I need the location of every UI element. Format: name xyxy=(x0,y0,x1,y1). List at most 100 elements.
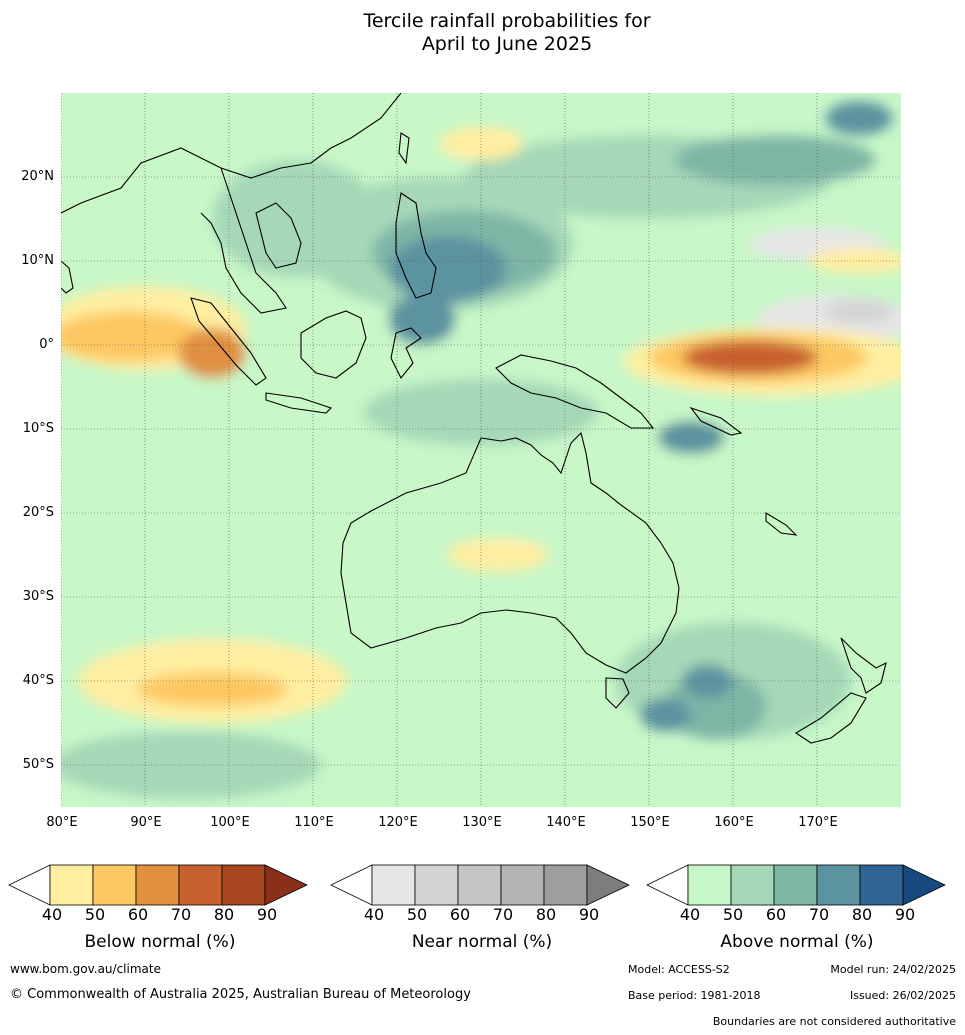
tick-below-40: 40 xyxy=(41,905,63,924)
tick-above-60: 60 xyxy=(765,905,787,924)
colorbar-segment-0 xyxy=(687,864,732,906)
lon-label-160e: 160°E xyxy=(714,815,754,830)
colorbar-segment-4 xyxy=(221,864,266,906)
region-below-31 xyxy=(439,126,523,161)
lat-label-30s: 30°S xyxy=(22,589,54,604)
website-link[interactable]: www.bom.gov.au/climate xyxy=(10,962,161,976)
boundaries-disclaimer: Boundaries are not considered authoritat… xyxy=(712,1015,956,1028)
coast-tasmania xyxy=(605,677,630,709)
coast-new-caledonia xyxy=(765,512,798,536)
colorbar-extend-high xyxy=(264,864,308,906)
coastlines xyxy=(61,93,887,744)
coast-taiwan xyxy=(398,132,410,165)
coast-philippines xyxy=(395,192,437,299)
coast-solomons xyxy=(689,406,743,436)
colorbar-segment-1 xyxy=(730,864,775,906)
tick-near-40: 40 xyxy=(363,905,385,924)
tick-above-50: 50 xyxy=(722,905,744,924)
model-run-date: Model run: 24/02/2025 xyxy=(830,963,956,976)
tick-below-70: 70 xyxy=(170,905,192,924)
coast-borneo xyxy=(300,310,367,379)
colorbar-segment-1 xyxy=(414,864,459,906)
tick-above-80: 80 xyxy=(851,905,873,924)
colorbar-segment-3 xyxy=(816,864,861,906)
colorbar-extend-low xyxy=(8,864,51,906)
region-above-15 xyxy=(657,420,725,455)
region-above-5 xyxy=(212,160,381,278)
tick-near-80: 80 xyxy=(535,905,557,924)
tick-near-50: 50 xyxy=(406,905,428,924)
region-above-10 xyxy=(674,135,876,186)
graticule xyxy=(61,93,901,807)
tick-below-80: 80 xyxy=(213,905,235,924)
lon-label-170e: 170°E xyxy=(798,815,838,830)
colorbar-near-normal xyxy=(330,864,630,906)
colorbar-extend-low xyxy=(330,864,373,906)
tick-above-90: 90 xyxy=(894,905,916,924)
coast-mainland-asia xyxy=(61,93,402,314)
colorbar-extend-high xyxy=(902,864,946,906)
coast-java xyxy=(265,392,333,414)
tick-near-70: 70 xyxy=(492,905,514,924)
colorbar-segment-4 xyxy=(543,864,588,906)
probability-regions xyxy=(61,101,901,799)
lon-label-100e: 100°E xyxy=(210,815,250,830)
colorbar-segment-3 xyxy=(178,864,223,906)
colorbar-above-title: Above normal (%) xyxy=(720,932,874,952)
title-line-2: April to June 2025 xyxy=(421,33,593,55)
coast-australia xyxy=(340,431,680,674)
tick-below-60: 60 xyxy=(127,905,149,924)
colorbar-segment-0 xyxy=(49,864,94,906)
colorbar-extend-high xyxy=(586,864,630,906)
coast-sumatra xyxy=(190,297,267,386)
lon-label-80e: 80°E xyxy=(46,815,78,830)
map-title: Tercile rainfall probabilities for April… xyxy=(0,10,965,56)
lon-label-110e: 110°E xyxy=(294,815,334,830)
issued-date: Issued: 26/02/2025 xyxy=(849,989,956,1002)
coast-sri-lanka xyxy=(61,260,74,294)
region-near-19 xyxy=(825,298,893,324)
colorbar-segment-0 xyxy=(371,864,416,906)
region-above-17 xyxy=(640,697,691,732)
colorbar-segment-2 xyxy=(457,864,502,906)
tick-above-40: 40 xyxy=(679,905,701,924)
lat-label-20n: 20°N xyxy=(21,169,54,184)
tick-near-90: 90 xyxy=(578,905,600,924)
lon-label-120e: 120°E xyxy=(378,815,418,830)
colorbar-extend-low xyxy=(646,864,689,906)
lon-label-130e: 130°E xyxy=(462,815,502,830)
base-period: Base period: 1981-2018 xyxy=(628,989,761,1002)
region-below-26 xyxy=(682,340,817,375)
copyright-text: © Commonwealth of Australia 2025, Austra… xyxy=(10,987,471,1002)
colorbar-segment-2 xyxy=(773,864,818,906)
lat-label-10s: 10°S xyxy=(22,421,54,436)
lon-label-90e: 90°E xyxy=(130,815,162,830)
model-name: Model: ACCESS-S2 xyxy=(628,963,730,976)
region-above-12 xyxy=(388,235,507,303)
lat-label-10n: 10°N xyxy=(21,253,54,268)
colorbar-segment-2 xyxy=(135,864,180,906)
colorbar-below-title: Below normal (%) xyxy=(84,932,236,952)
colorbar-above-normal xyxy=(646,864,946,906)
region-below-30 xyxy=(447,538,549,572)
lon-label-150e: 150°E xyxy=(630,815,670,830)
region-above-8 xyxy=(61,731,322,799)
coast-new-guinea xyxy=(495,354,655,429)
title-line-1: Tercile rainfall probabilities for xyxy=(363,10,651,32)
colorbar-below-normal xyxy=(8,864,308,906)
colorbar-segment-4 xyxy=(859,864,904,906)
rainfall-probability-map xyxy=(61,93,901,807)
tick-below-50: 50 xyxy=(84,905,106,924)
lat-label-20s: 20°S xyxy=(22,505,54,520)
tick-above-70: 70 xyxy=(808,905,830,924)
lat-label-50s: 50°S xyxy=(22,757,54,772)
region-above-6 xyxy=(363,378,599,446)
region-above-16 xyxy=(682,664,733,698)
region-below-27 xyxy=(808,248,901,274)
coast-sulawesi xyxy=(390,327,422,380)
colorbar-near-title: Near normal (%) xyxy=(411,932,553,952)
region-below-22 xyxy=(61,311,204,362)
tick-below-90: 90 xyxy=(256,905,278,924)
region-above-14 xyxy=(825,101,893,135)
lat-label-0: 0° xyxy=(39,337,54,352)
